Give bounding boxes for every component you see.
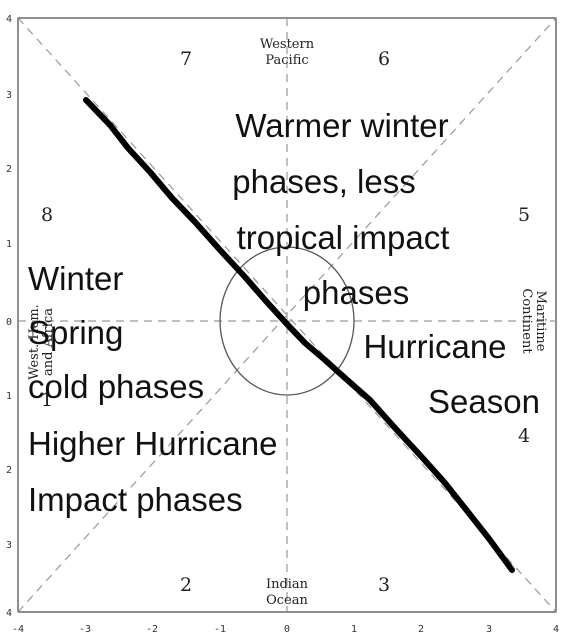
annotation-cold-line2: Spring bbox=[28, 314, 123, 351]
phase-label: 7 bbox=[180, 48, 192, 70]
x-axis: -4 -3 -2 -1 0 1 2 3 4 bbox=[12, 624, 559, 635]
region-left-line1: West. Hem. bbox=[27, 304, 42, 380]
annotation-warm-line2: phases, less bbox=[232, 163, 415, 200]
y-tick: 4 bbox=[6, 608, 12, 619]
x-tick: -4 bbox=[12, 624, 24, 635]
region-bottom-line1: Indian bbox=[266, 577, 309, 592]
x-tick: -3 bbox=[79, 624, 91, 635]
phase-label: 8 bbox=[41, 204, 53, 226]
phase-label: 4 bbox=[518, 425, 530, 447]
x-tick: -1 bbox=[214, 624, 226, 635]
diagonal-line-main bbox=[17, 17, 557, 613]
y-tick: 3 bbox=[6, 540, 12, 551]
region-bottom-line2: Ocean bbox=[266, 593, 308, 608]
y-axis: 4 3 2 1 0 1 2 3 4 bbox=[6, 14, 12, 619]
annotation-cold-line4: Higher Hurricane bbox=[28, 425, 277, 462]
y-tick: 4 bbox=[6, 14, 12, 25]
x-tick: -2 bbox=[146, 624, 158, 635]
annotation-cold-line5: Impact phases bbox=[28, 481, 243, 518]
phase-label: 1 bbox=[41, 389, 53, 411]
phase-label: 6 bbox=[378, 48, 390, 70]
annotation-season-line1: Hurricane bbox=[363, 328, 506, 365]
phase-label: 3 bbox=[378, 574, 390, 596]
y-tick: 3 bbox=[6, 90, 12, 101]
y-tick: 1 bbox=[6, 391, 12, 402]
region-left-line2: and Africa bbox=[41, 308, 56, 376]
x-tick: 3 bbox=[486, 624, 492, 635]
annotation-warm-line1: Warmer winter bbox=[235, 107, 448, 144]
x-tick: 4 bbox=[553, 624, 559, 635]
annotation-cold-line1: Winter bbox=[28, 260, 123, 297]
region-right-line2: Continent bbox=[519, 288, 534, 354]
x-tick: 0 bbox=[284, 624, 290, 635]
region-top-line1: Western bbox=[260, 37, 315, 52]
annotation-warm-line4: phases bbox=[303, 274, 409, 311]
diagonal-line-anti bbox=[17, 17, 557, 613]
unit-circle bbox=[219, 246, 355, 396]
y-tick: 1 bbox=[6, 239, 12, 250]
phase-label: 5 bbox=[518, 204, 530, 226]
phase-label: 2 bbox=[180, 574, 192, 596]
y-tick: 2 bbox=[6, 164, 12, 175]
annotation-cold-line3: cold phases bbox=[28, 368, 204, 405]
y-tick: 2 bbox=[6, 465, 12, 476]
x-tick: 2 bbox=[418, 624, 424, 635]
annotation-warm-line3: tropical impact bbox=[237, 219, 450, 256]
region-top-line2: Pacific bbox=[265, 53, 308, 68]
y-tick: 0 bbox=[6, 317, 12, 328]
region-right-line1: Maritime bbox=[533, 291, 548, 352]
annotation-season-line2: Season bbox=[428, 383, 540, 420]
x-tick: 1 bbox=[351, 624, 357, 635]
hand-drawn-diagonal bbox=[83, 97, 515, 573]
